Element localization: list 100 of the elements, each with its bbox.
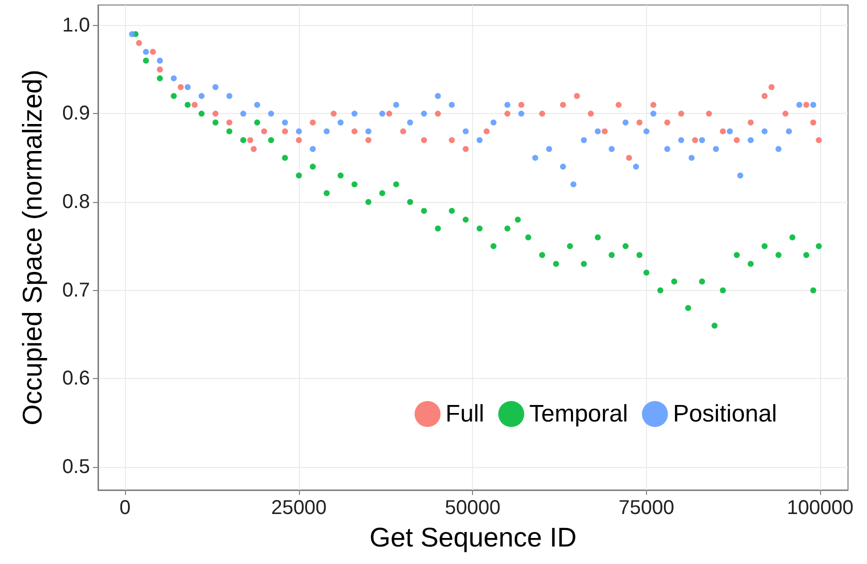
- point: [504, 102, 510, 108]
- point: [448, 208, 455, 214]
- point: [407, 119, 414, 126]
- point: [775, 252, 782, 258]
- point: [748, 137, 754, 144]
- point: [240, 110, 246, 117]
- point: [712, 322, 718, 329]
- point: [393, 102, 400, 108]
- point: [699, 278, 706, 285]
- x-tick-label: 75000: [618, 497, 674, 519]
- point: [434, 226, 441, 232]
- point: [184, 84, 191, 90]
- point: [490, 243, 497, 250]
- point: [594, 128, 601, 134]
- point: [560, 102, 566, 108]
- y-tick-label: 0.6: [62, 368, 90, 390]
- point: [129, 31, 136, 38]
- point: [142, 58, 149, 64]
- point: [570, 181, 576, 188]
- point: [810, 287, 816, 294]
- point: [678, 137, 684, 144]
- point: [462, 216, 469, 223]
- point: [490, 119, 497, 126]
- point: [734, 137, 740, 144]
- point: [518, 102, 524, 108]
- point: [748, 260, 754, 267]
- point: [407, 199, 414, 205]
- point: [588, 110, 594, 117]
- point: [156, 75, 163, 82]
- point: [324, 190, 330, 196]
- point: [810, 119, 816, 126]
- point: [602, 128, 608, 134]
- point: [786, 128, 792, 134]
- point: [616, 102, 622, 108]
- point: [650, 110, 656, 117]
- point: [685, 305, 692, 312]
- legend-label: Positional: [672, 400, 777, 428]
- point: [310, 146, 316, 152]
- point: [636, 252, 642, 258]
- point: [650, 102, 656, 108]
- point: [250, 146, 257, 152]
- point: [643, 270, 650, 276]
- point: [657, 287, 664, 294]
- point: [816, 243, 822, 250]
- y-tick-label: 1.0: [62, 14, 90, 36]
- point: [671, 278, 678, 285]
- point: [268, 137, 274, 144]
- point: [608, 146, 615, 152]
- point: [762, 128, 768, 134]
- point: [150, 48, 156, 55]
- point: [476, 137, 483, 144]
- point: [400, 128, 406, 134]
- point: [310, 119, 316, 126]
- point: [532, 154, 538, 161]
- point: [706, 110, 712, 117]
- point: [622, 243, 629, 250]
- point: [351, 181, 358, 188]
- point: [268, 110, 274, 117]
- point: [789, 234, 796, 240]
- point: [775, 146, 782, 152]
- point: [518, 110, 524, 117]
- x-tick-label: 25000: [271, 497, 327, 519]
- point: [330, 110, 337, 117]
- point: [261, 128, 268, 134]
- point: [351, 110, 358, 117]
- point: [247, 137, 254, 144]
- point: [282, 128, 288, 134]
- point: [434, 92, 441, 99]
- point: [546, 146, 552, 152]
- point: [626, 154, 632, 161]
- point: [726, 128, 733, 134]
- point: [580, 137, 587, 144]
- point: [712, 146, 719, 152]
- point: [737, 172, 744, 178]
- point: [699, 137, 706, 144]
- point: [448, 137, 455, 144]
- legend-label: Temporal: [529, 400, 628, 428]
- point: [720, 128, 726, 134]
- point: [178, 84, 184, 90]
- point: [636, 119, 642, 126]
- legend-label: Full: [446, 400, 484, 428]
- x-tick-label: 0: [120, 497, 131, 519]
- point: [421, 110, 427, 117]
- point: [136, 40, 142, 46]
- point: [365, 128, 372, 134]
- point: [810, 102, 816, 108]
- point: [816, 137, 822, 144]
- point: [803, 102, 810, 108]
- point: [170, 92, 177, 99]
- point: [393, 181, 400, 188]
- y-axis-title: Occupied Space (normalized): [18, 70, 48, 426]
- point: [688, 154, 695, 161]
- point: [310, 164, 316, 170]
- point: [594, 234, 601, 240]
- point: [476, 226, 483, 232]
- x-tick-label: 50000: [444, 497, 500, 519]
- point: [192, 102, 198, 108]
- point: [142, 48, 149, 55]
- point: [324, 128, 330, 134]
- point: [212, 119, 218, 126]
